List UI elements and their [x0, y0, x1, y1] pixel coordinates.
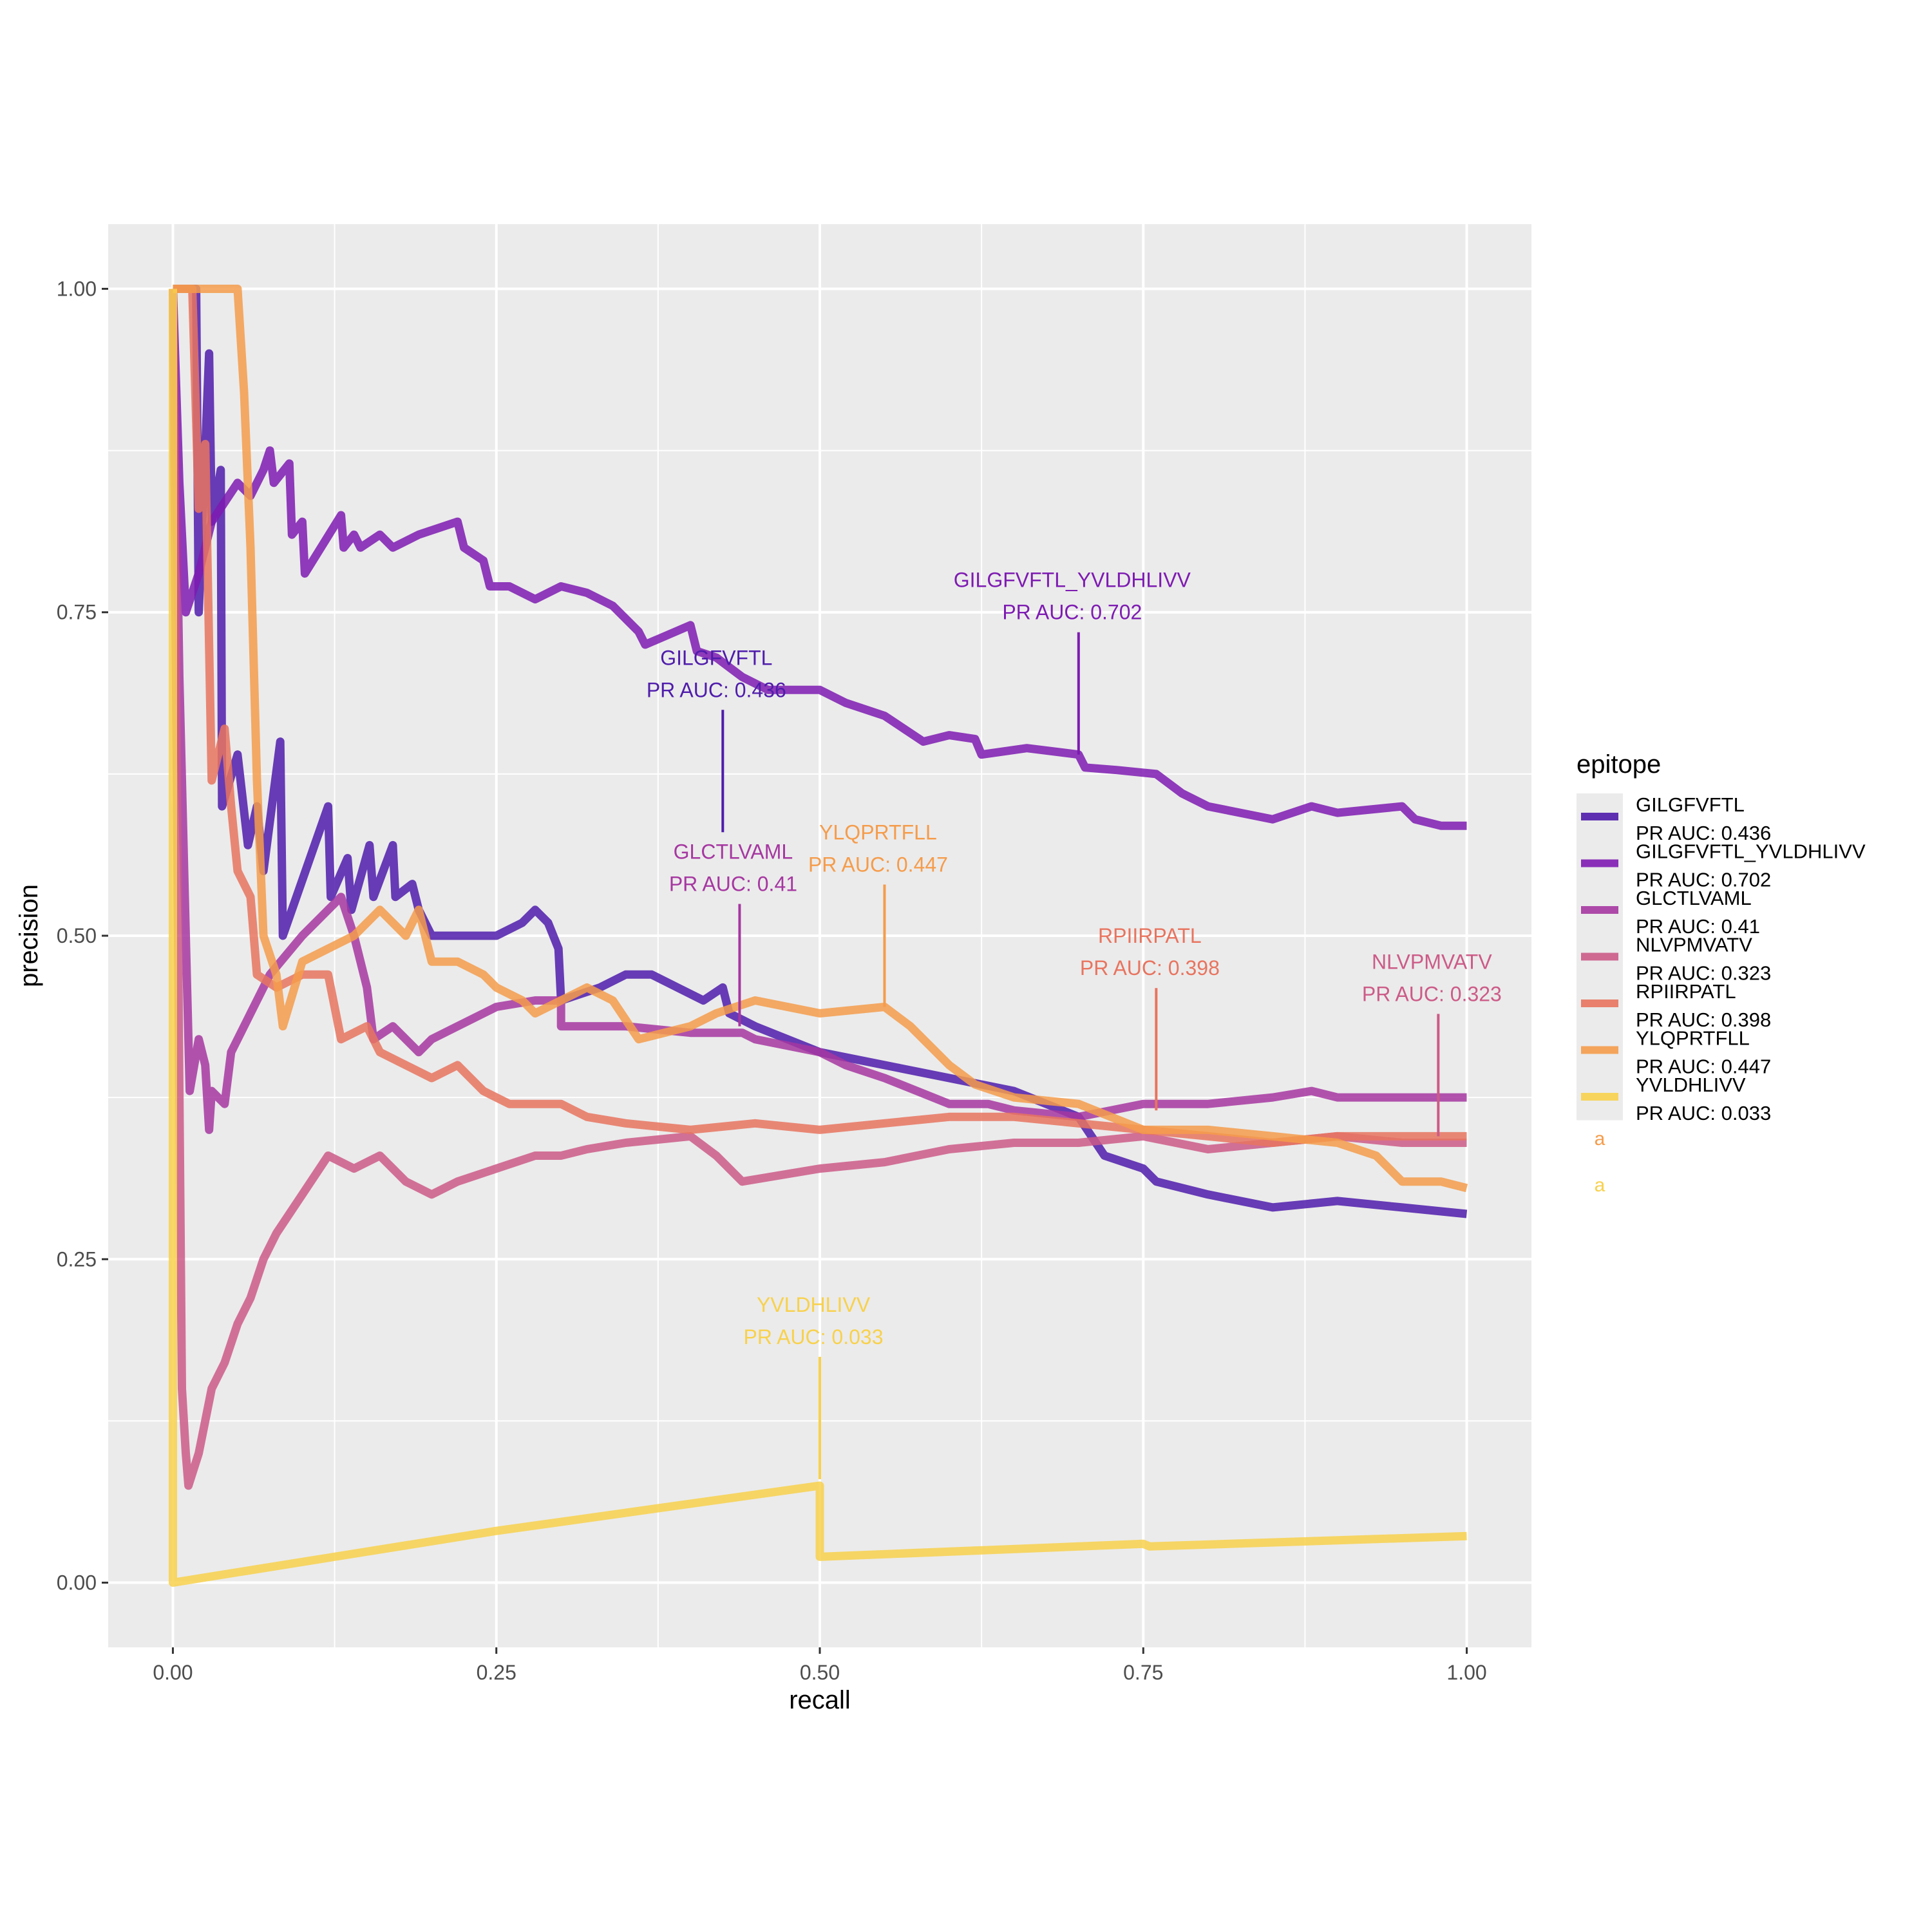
- curve-label-auc: PR AUC: 0.447: [808, 853, 948, 876]
- curve-label-name: GLCTLVAML: [674, 840, 793, 864]
- x-tick-label: 0.00: [153, 1661, 193, 1684]
- series-line-nlvpmvatv: [169, 289, 1467, 1490]
- y-axis-label: precision: [15, 884, 43, 987]
- x-tick-label: 0.75: [1123, 1661, 1163, 1684]
- legend-extra-mark: a: [1595, 1128, 1605, 1150]
- series-layer: [169, 285, 1468, 1587]
- series-line-gilgfvftl_yvldhlivv: [169, 289, 1467, 830]
- legend-entry-name: YVLDHLIVV: [1636, 1074, 1746, 1096]
- series-line-rpiirpatl: [173, 285, 1467, 1147]
- series-line-glctlvaml: [169, 289, 1467, 1134]
- curve-label-auc: PR AUC: 0.702: [1002, 601, 1142, 624]
- x-tick-label: 1.00: [1446, 1661, 1486, 1684]
- y-tick-label: 0.75: [57, 601, 97, 624]
- y-tick-label: 0.50: [57, 924, 97, 947]
- y-tick-label: 0.25: [57, 1247, 97, 1271]
- legend-entry-name: GILGFVFTL_YVLDHLIVV: [1636, 840, 1866, 863]
- legend-entry-name: GILGFVFTL: [1636, 793, 1745, 816]
- legend-entry-auc: PR AUC: 0.033: [1636, 1102, 1771, 1124]
- x-axis: 0.00 0.25 0.50 0.75 1.00: [153, 1647, 1487, 1684]
- legend-entry-name: RPIIRPATL: [1636, 980, 1736, 1003]
- y-tick-label: 1.00: [57, 277, 97, 300]
- legend-title: epitope: [1577, 750, 1661, 779]
- curve-label-name: YVLDHLIVV: [757, 1293, 871, 1316]
- x-tick-label: 0.25: [477, 1661, 516, 1684]
- curve-label-auc: PR AUC: 0.398: [1080, 956, 1220, 980]
- y-tick-label: 0.00: [57, 1571, 97, 1595]
- legend-extra-mark: a: [1595, 1175, 1605, 1196]
- curve-label-auc: PR AUC: 0.323: [1362, 982, 1502, 1005]
- curve-label-name: YLQPRTFLL: [819, 821, 937, 844]
- curve-label-name: GILGFVFTL_YVLDHLIVV: [954, 569, 1191, 592]
- legend-entry-name: YLQPRTFLL: [1636, 1027, 1750, 1050]
- curve-label-name: NLVPMVATV: [1372, 950, 1492, 973]
- legend-entry-name: NLVPMVATV: [1636, 934, 1752, 956]
- curve-label-name: RPIIRPATL: [1098, 924, 1202, 947]
- curve-label-auc: PR AUC: 0.41: [669, 873, 797, 896]
- legend-entry-auc: PR AUC: 0.41: [1636, 915, 1760, 938]
- series-line-ylqprtfll: [173, 285, 1468, 1193]
- curve-label-auc: PR AUC: 0.436: [647, 678, 786, 701]
- legend: epitope GILGFVFTL PR AUC: 0.436GILGFVFTL_…: [1577, 750, 1866, 1196]
- curve-labels: GILGFVFTL PR AUC: 0.436 GILGFVFTL_YVLDHLIV…: [647, 569, 1502, 1479]
- legend-entry-auc: PR AUC: 0.447: [1636, 1056, 1771, 1078]
- legend-entry-name: GLCTLVAML: [1636, 887, 1752, 909]
- series-line-yvldhlivv: [169, 289, 1467, 1587]
- x-axis-label: recall: [789, 1686, 851, 1714]
- curve-label-name: GILGFVFTL: [660, 646, 772, 669]
- y-axis: 0.00 0.25 0.50 0.75 1.00: [57, 277, 108, 1595]
- curve-label-auc: PR AUC: 0.033: [744, 1325, 884, 1349]
- legend-entry-auc: PR AUC: 0.323: [1636, 962, 1771, 985]
- legend-entry-auc: PR AUC: 0.436: [1636, 822, 1771, 844]
- legend-entry-auc: PR AUC: 0.702: [1636, 869, 1771, 891]
- x-tick-label: 0.50: [800, 1661, 840, 1684]
- legend-entry-auc: PR AUC: 0.398: [1636, 1009, 1771, 1031]
